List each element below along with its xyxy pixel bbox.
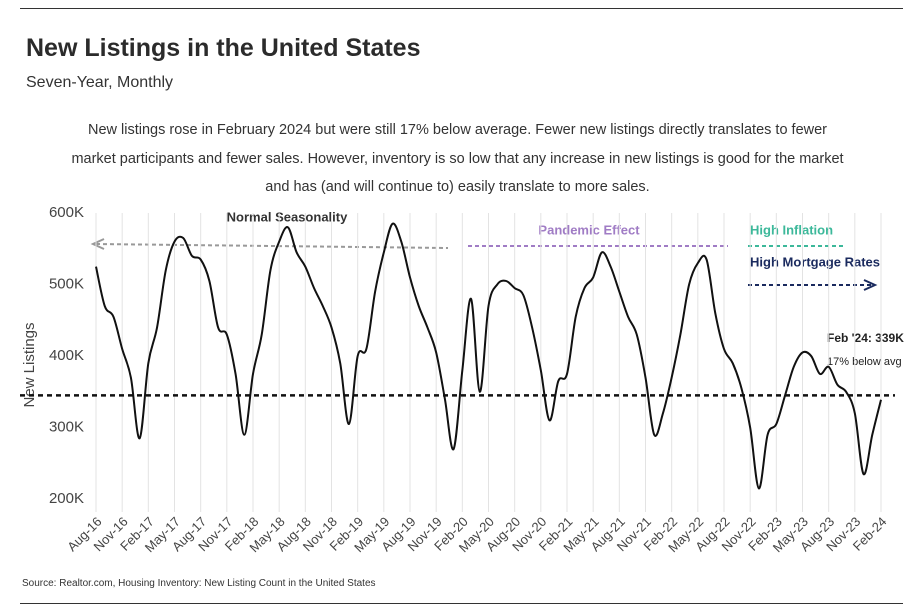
y-tick-label: 400K <box>49 347 84 364</box>
y-tick-label: 500K <box>49 275 84 292</box>
seasonality-arrow <box>95 243 449 249</box>
y-tick-label: 200K <box>49 490 84 507</box>
top-rule <box>20 8 903 9</box>
y-tick-label: 600K <box>49 204 84 221</box>
arrow-head <box>90 238 105 250</box>
bottom-rule <box>20 603 903 604</box>
annotation: High Inflation <box>750 222 833 237</box>
chart-title: New Listings in the United States <box>26 34 421 62</box>
annotation: Normal Seasonality <box>227 209 348 224</box>
source: Source: Realtor.com, Housing Inventory: … <box>22 578 376 589</box>
description: New listings rose in February 2024 but w… <box>71 122 844 195</box>
annotation: High Mortgage Rates <box>750 254 880 269</box>
y-axis-label: New Listings <box>21 322 38 407</box>
arrow-head <box>863 279 878 291</box>
chart-subtitle: Seven-Year, Monthly <box>26 74 174 91</box>
data-line <box>95 222 882 490</box>
annotation: 17% below avg <box>827 356 902 368</box>
annotation: Feb '24: 339K <box>827 331 904 345</box>
y-tick-label: 300K <box>49 419 84 436</box>
annotation: Pandemic Effect <box>538 222 640 237</box>
